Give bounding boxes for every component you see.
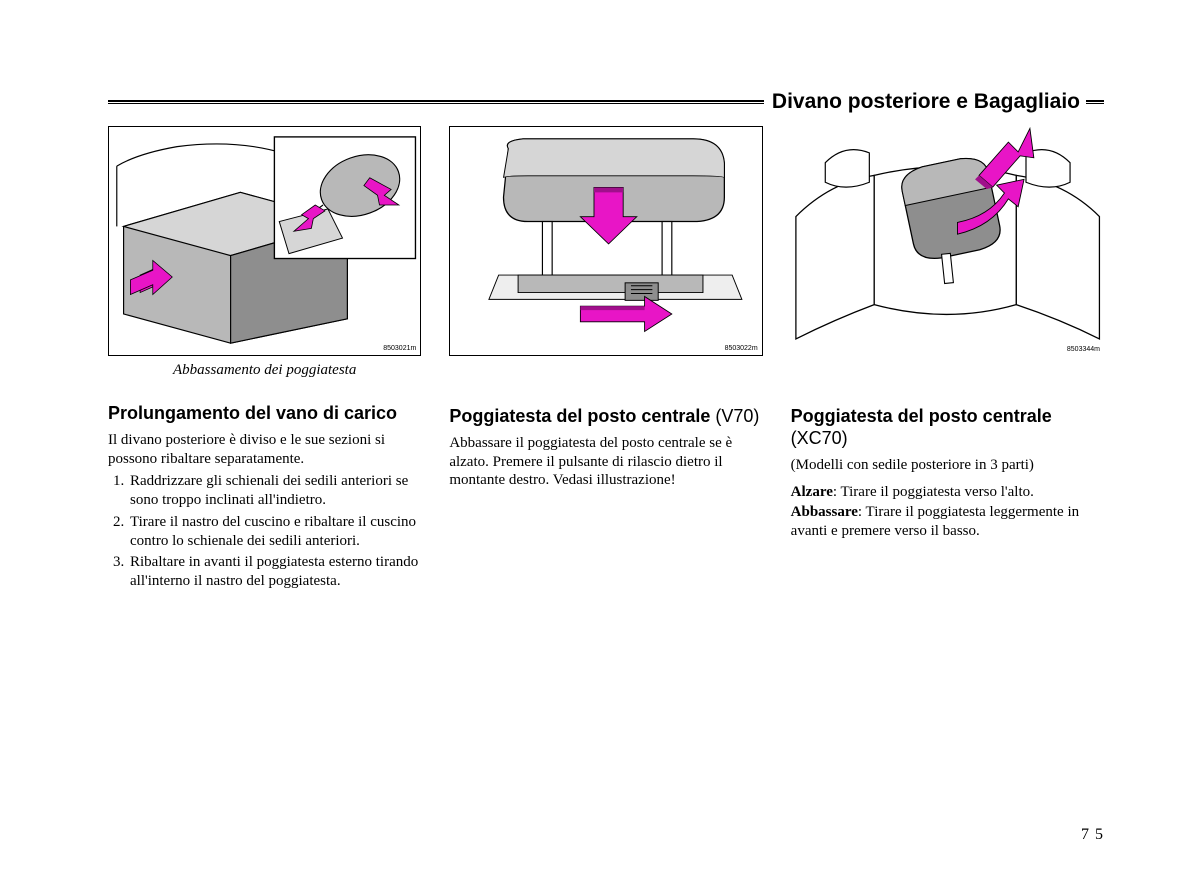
column-2: 8503022m Poggiatesta del posto centrale … <box>449 126 762 594</box>
body-text: Alzare: Tirare il poggiatesta verso l'al… <box>791 483 1104 541</box>
raise-text: : Tirare il poggiatesta verso l'alto. <box>833 484 1034 500</box>
figure-3: 8503344m <box>791 126 1104 356</box>
heading-thin: (XC70) <box>791 428 848 448</box>
figure-id: 8503021m <box>383 345 416 352</box>
step-item: Tirare il nastro del cuscino e ribaltare… <box>128 513 421 551</box>
header-rule <box>1086 100 1104 104</box>
section-heading: Prolungamento del vano di carico <box>108 403 421 425</box>
raise-label: Alzare <box>791 484 833 500</box>
step-item: Raddrizzare gli schienali dei sedili ant… <box>128 472 421 510</box>
figure-id: 8503022m <box>725 345 758 352</box>
header-rule <box>108 100 764 104</box>
figure-id: 8503344m <box>1067 346 1100 353</box>
lower-label: Abbassare <box>791 504 858 520</box>
column-3: 8503344m Poggiatesta del posto centrale … <box>791 126 1104 594</box>
page-header: Divano posteriore e Bagagliaio <box>108 90 1104 114</box>
section-heading: Poggiatesta del posto centrale (XC70) <box>791 406 1104 450</box>
intro-text: Il divano posteriore è diviso e le sue s… <box>108 431 421 469</box>
section-heading: Poggiatesta del posto centrale (V70) <box>449 406 762 428</box>
figure-2: 8503022m <box>449 126 762 356</box>
figure-caption: Abbassamento dei poggiatesta <box>108 362 421 379</box>
body-text: Abbassare il poggiatesta del posto centr… <box>449 434 762 490</box>
note-text: (Modelli con sedile posteriore in 3 part… <box>791 456 1104 475</box>
heading-strong: Poggiatesta del posto centrale <box>791 406 1052 426</box>
step-item: Ribaltare in avanti il poggiatesta ester… <box>128 553 421 591</box>
heading-thin: (V70) <box>710 406 759 426</box>
page-title: Divano posteriore e Bagagliaio <box>764 90 1086 114</box>
figure-1: 8503021m <box>108 126 421 356</box>
page-number: 7 5 <box>1081 826 1104 844</box>
heading-strong: Poggiatesta del posto centrale <box>449 406 710 426</box>
column-1: 8503021m Abbassamento dei poggiatesta Pr… <box>108 126 421 594</box>
steps-list: Raddrizzare gli schienali dei sedili ant… <box>108 472 421 591</box>
